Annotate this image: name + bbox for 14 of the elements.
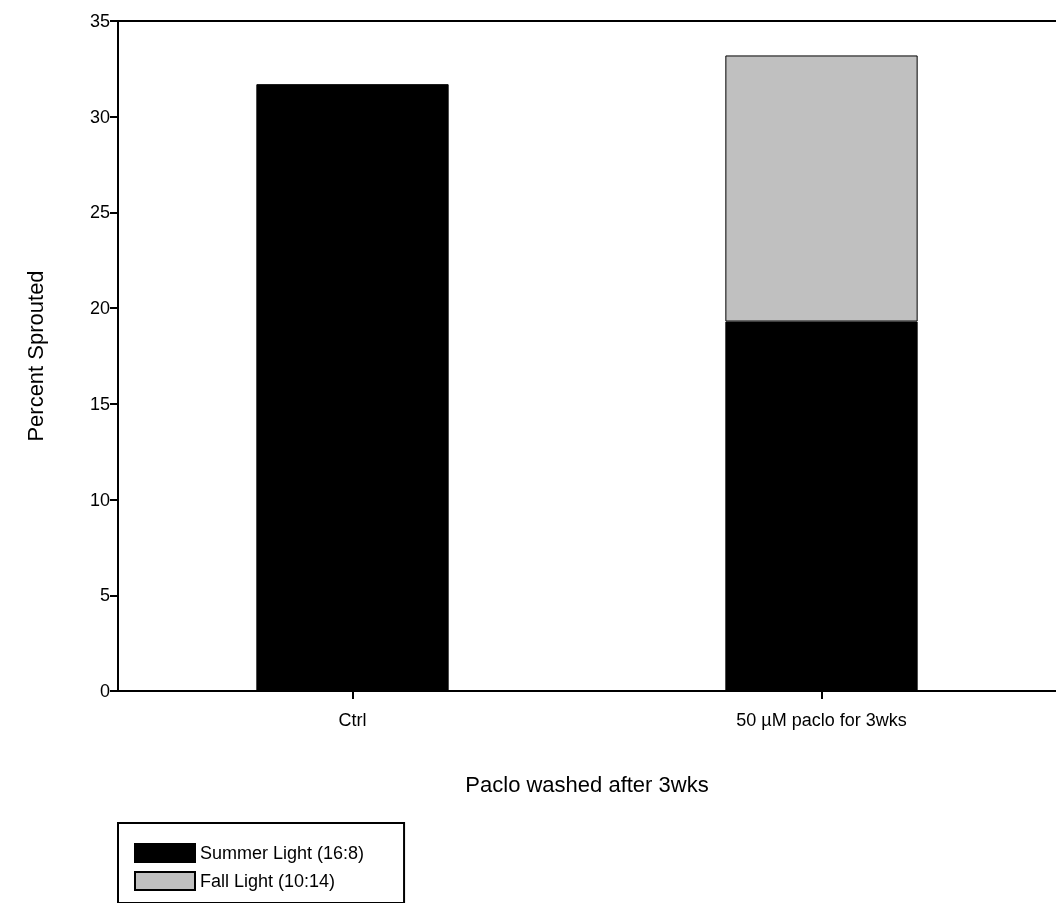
x-axis-title: Paclo washed after 3wks — [465, 771, 709, 797]
legend-label: Summer Light (16:8) — [200, 843, 365, 863]
legend-label: Fall Light (10:14) — [200, 871, 336, 891]
y-tick-label: 35 — [89, 11, 110, 31]
x-tick-label: Ctrl — [338, 710, 367, 730]
y-tick-label: 5 — [99, 585, 110, 606]
y-tick-label: 20 — [89, 298, 110, 319]
y-tick-label: 25 — [89, 202, 110, 223]
y-tick-label: 0 — [99, 681, 110, 701]
x-tick-label: 50 µM paclo for 3wks — [736, 710, 907, 730]
y-tick-label: 10 — [89, 489, 110, 510]
y-tick-label: 30 — [89, 106, 110, 127]
y-tick-label: 15 — [89, 393, 110, 414]
y-axis-title: Percent Sprouted — [22, 270, 48, 442]
